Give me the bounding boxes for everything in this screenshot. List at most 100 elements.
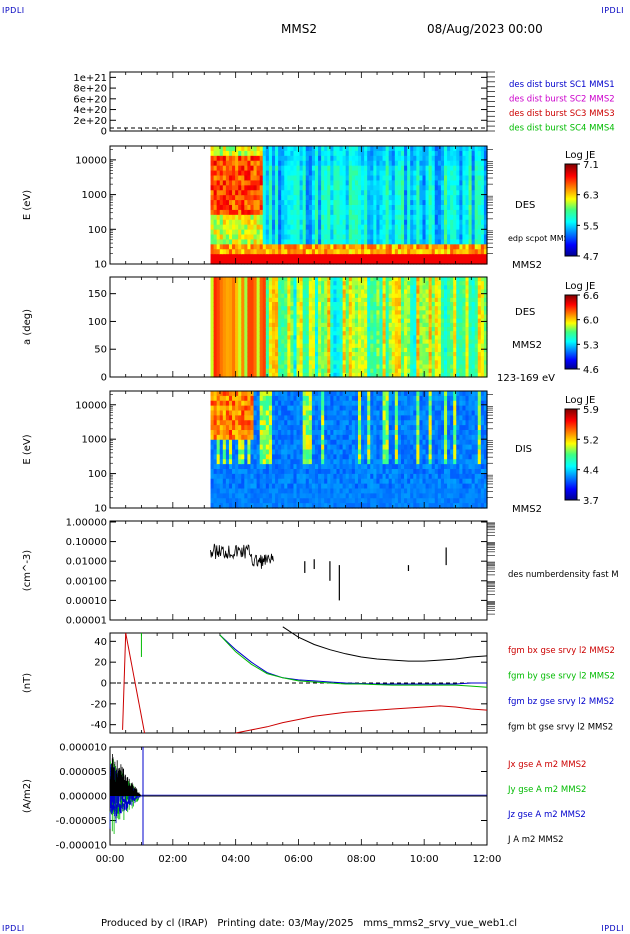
heatmap-cell xyxy=(357,150,362,157)
heatmap-cell xyxy=(271,352,276,357)
heatmap-cell xyxy=(296,335,301,341)
heatmap-cell xyxy=(271,285,276,291)
heatmap-cell xyxy=(462,165,467,172)
heatmap-cell xyxy=(422,360,427,366)
heatmap-cell xyxy=(241,483,245,490)
heatmap-cell xyxy=(262,175,267,182)
heatmap-cell xyxy=(268,339,273,345)
heatmap-cell xyxy=(244,310,248,316)
heatmap-cell xyxy=(480,306,485,311)
heatmap-cell xyxy=(241,234,245,241)
heatmap-cell xyxy=(348,293,353,299)
heatmap-cell xyxy=(247,391,252,397)
heatmap-cell xyxy=(324,200,328,206)
heatmap-cell xyxy=(210,356,215,361)
heatmap-cell xyxy=(318,229,322,236)
heatmap-cell xyxy=(434,219,439,226)
heatmap-cell xyxy=(256,343,261,349)
heatmap-cell xyxy=(425,289,430,295)
heatmap-cell xyxy=(471,314,476,320)
heatmap-cell xyxy=(213,444,218,451)
heatmap-cell xyxy=(216,146,221,152)
heatmap-cell xyxy=(222,439,227,446)
heatmap-cell xyxy=(382,277,387,282)
heatmap-cell xyxy=(468,352,473,357)
heatmap-cell xyxy=(271,244,276,250)
heatmap-cell xyxy=(305,352,310,357)
heatmap-cell xyxy=(431,190,436,196)
heatmap-cell xyxy=(450,146,454,152)
heatmap-cell xyxy=(278,277,282,282)
heatmap-cell xyxy=(428,368,433,374)
heatmap-cell xyxy=(407,364,411,370)
heatmap-cell xyxy=(351,281,356,286)
burst-tick-label: 2e+20 xyxy=(73,116,107,127)
heatmap-cell xyxy=(256,360,261,366)
heatmap-cell xyxy=(250,205,255,211)
heatmap-cell xyxy=(256,395,261,402)
heatmap-cell xyxy=(400,372,405,378)
heatmap-cell xyxy=(222,165,227,172)
heatmap-cell xyxy=(262,318,267,324)
heatmap-cell xyxy=(440,368,445,374)
heatmap-cell xyxy=(379,205,384,211)
heatmap-cell xyxy=(235,195,239,201)
heatmap-cell xyxy=(216,244,221,250)
heatmap-cell xyxy=(471,155,476,162)
heatmap-cell xyxy=(413,277,417,282)
heatmap-cell xyxy=(453,205,457,211)
heatmap-cell xyxy=(222,410,227,416)
heatmap-cell xyxy=(241,372,245,378)
heatmap-cell xyxy=(256,434,261,441)
heatmap-cell xyxy=(213,347,218,353)
heatmap-cell xyxy=(388,314,393,320)
heatmap-cell xyxy=(318,190,322,196)
heatmap-cell xyxy=(348,146,353,152)
heatmap-cell xyxy=(290,160,295,167)
heatmap-cell xyxy=(253,473,258,480)
heatmap-cell xyxy=(327,281,331,286)
heatmap-cell xyxy=(428,364,433,370)
spacecraft-title: MMS2 xyxy=(281,22,317,36)
heatmap-cell xyxy=(321,160,325,167)
heatmap-cell xyxy=(222,190,227,196)
heatmap-cell xyxy=(450,347,454,353)
heatmap-cell xyxy=(422,155,427,162)
heatmap-cell xyxy=(268,219,273,226)
heatmap-cell xyxy=(434,150,439,157)
heatmap-cell xyxy=(238,297,242,303)
heatmap-cell xyxy=(357,155,362,162)
heatmap-cell xyxy=(302,190,307,196)
heatmap-cell xyxy=(278,327,282,332)
heatmap-cell xyxy=(447,335,451,341)
heatmap-cell xyxy=(342,343,347,349)
heatmap-cell xyxy=(388,234,393,241)
heatmap-cell xyxy=(253,331,258,336)
heatmap-cell xyxy=(259,195,264,201)
heatmap-cell xyxy=(483,249,488,255)
heatmap-cell xyxy=(364,200,368,206)
heatmap-cell xyxy=(318,368,322,374)
heatmap-cell xyxy=(228,293,233,299)
heatmap-cell xyxy=(268,205,273,211)
heatmap-cell xyxy=(357,293,362,299)
heatmap-cell xyxy=(480,219,485,226)
heatmap-cell xyxy=(213,356,218,361)
heatmap-cell xyxy=(244,347,248,353)
heatmap-cell xyxy=(382,229,387,236)
heatmap-cell xyxy=(348,195,353,201)
heatmap-cell xyxy=(336,372,341,378)
heatmap-cell xyxy=(351,356,356,361)
heatmap-cell xyxy=(327,205,331,211)
heatmap-cell xyxy=(465,249,470,255)
heatmap-cell xyxy=(275,195,279,201)
heatmap-cell xyxy=(425,205,430,211)
heatmap-cell xyxy=(456,160,460,167)
heatmap-cell xyxy=(278,229,282,236)
heatmap-cell xyxy=(253,219,258,226)
heatmap-cell xyxy=(428,239,433,245)
heatmap-cell xyxy=(419,297,424,303)
heatmap-cell xyxy=(247,293,252,299)
heatmap-cell xyxy=(336,165,341,172)
heatmap-cell xyxy=(480,205,485,211)
